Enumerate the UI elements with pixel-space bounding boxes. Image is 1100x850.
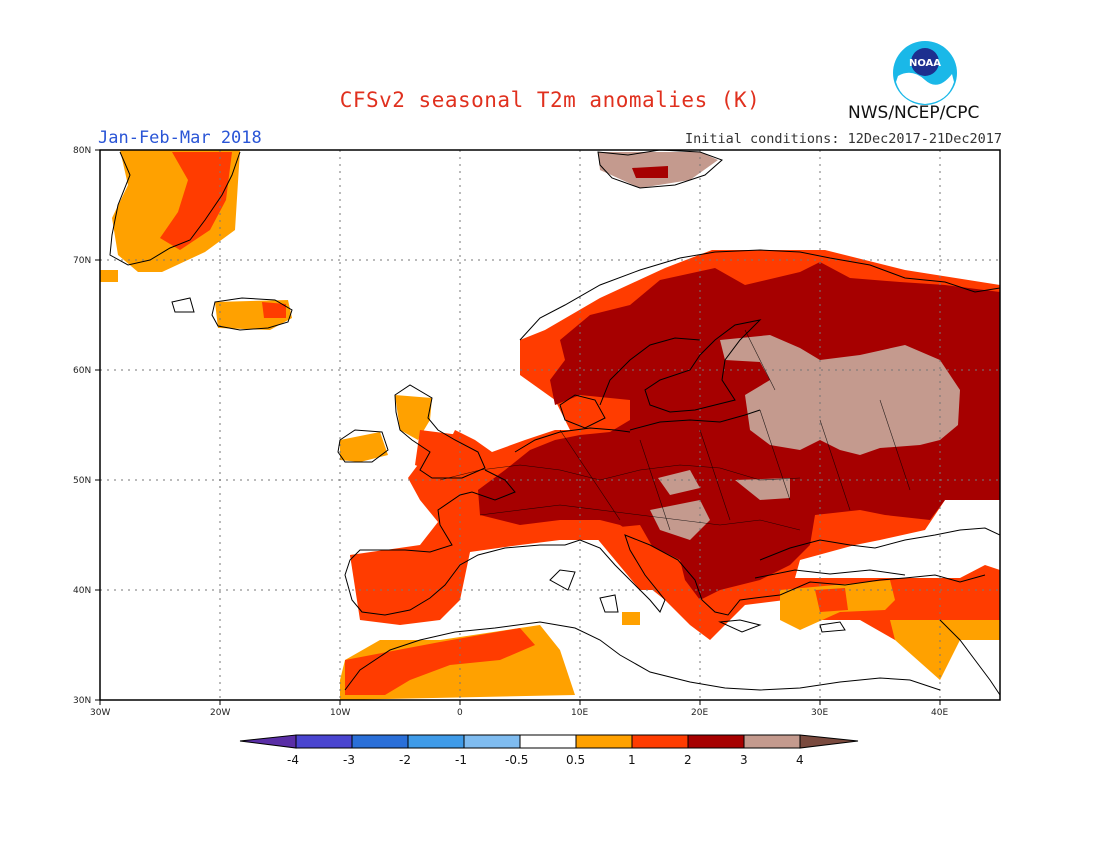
lat-label: 60N [73, 366, 91, 376]
colorbar-segment [687, 734, 745, 749]
colorbar-label: -2 [399, 753, 411, 767]
lon-label: 20W [210, 708, 230, 718]
colorbar-segment [295, 734, 353, 749]
coastlines [109, 150, 1000, 696]
lon-label: 20E [691, 708, 708, 718]
lat-label: 50N [73, 476, 91, 486]
colorbar-label: 4 [796, 753, 804, 767]
colorbar-label: -4 [287, 753, 299, 767]
colorbar-min-arrow [239, 734, 297, 749]
colorbar-label: -1 [455, 753, 467, 767]
colorbar-label: 2 [684, 753, 692, 767]
colorbar-label: -0.5 [505, 753, 528, 767]
agency-label: NWS/NCEP/CPC [848, 103, 980, 123]
colorbar-max-arrow [799, 734, 859, 749]
lat-label: 80N [73, 146, 91, 156]
lon-axis-labels: 30W 20W 10W 0 10E 20E 30E 40E [90, 708, 948, 718]
colorbar: -4 -3 -2 -1 -0.5 0.5 1 2 3 4 [239, 734, 859, 767]
colorbar-segment [351, 734, 409, 749]
colorbar-label: 1 [628, 753, 636, 767]
lat-label: 30N [73, 696, 91, 706]
lon-label: 30E [811, 708, 828, 718]
lat-label: 70N [73, 256, 91, 266]
greenland-strong-region [160, 152, 232, 250]
colorbar-label: 3 [740, 753, 748, 767]
iberia-region [350, 552, 470, 625]
initial-conditions: Initial conditions: 12Dec2017-21Dec2017 [685, 131, 1002, 147]
forecast-period: Jan-Feb-Mar 2018 [98, 128, 262, 148]
colorbar-segment [631, 734, 689, 749]
map-title: CFSv2 seasonal T2m anomalies (K) [339, 88, 761, 112]
russia-extreme-region [720, 335, 960, 455]
colorbar-segment [463, 734, 521, 749]
lat-axis-labels: 80N 70N 60N 50N 40N 30N [73, 146, 91, 706]
noaa-logo: NOAA [893, 41, 957, 105]
colorbar-segment [575, 734, 633, 749]
lon-label: 40E [931, 708, 948, 718]
colorbar-label: -3 [343, 753, 355, 767]
lon-label: 30W [90, 708, 110, 718]
colorbar-segment [407, 734, 465, 749]
lon-label: 10W [330, 708, 350, 718]
colorbar-segment [519, 734, 577, 749]
lat-label: 40N [73, 586, 91, 596]
lon-label: 10E [571, 708, 588, 718]
colorbar-segment [743, 734, 801, 749]
central-europe-very-strong-region [478, 262, 1000, 600]
colorbar-label: 0.5 [566, 753, 585, 767]
logo-text: NOAA [909, 58, 941, 69]
lon-label: 0 [457, 708, 463, 718]
